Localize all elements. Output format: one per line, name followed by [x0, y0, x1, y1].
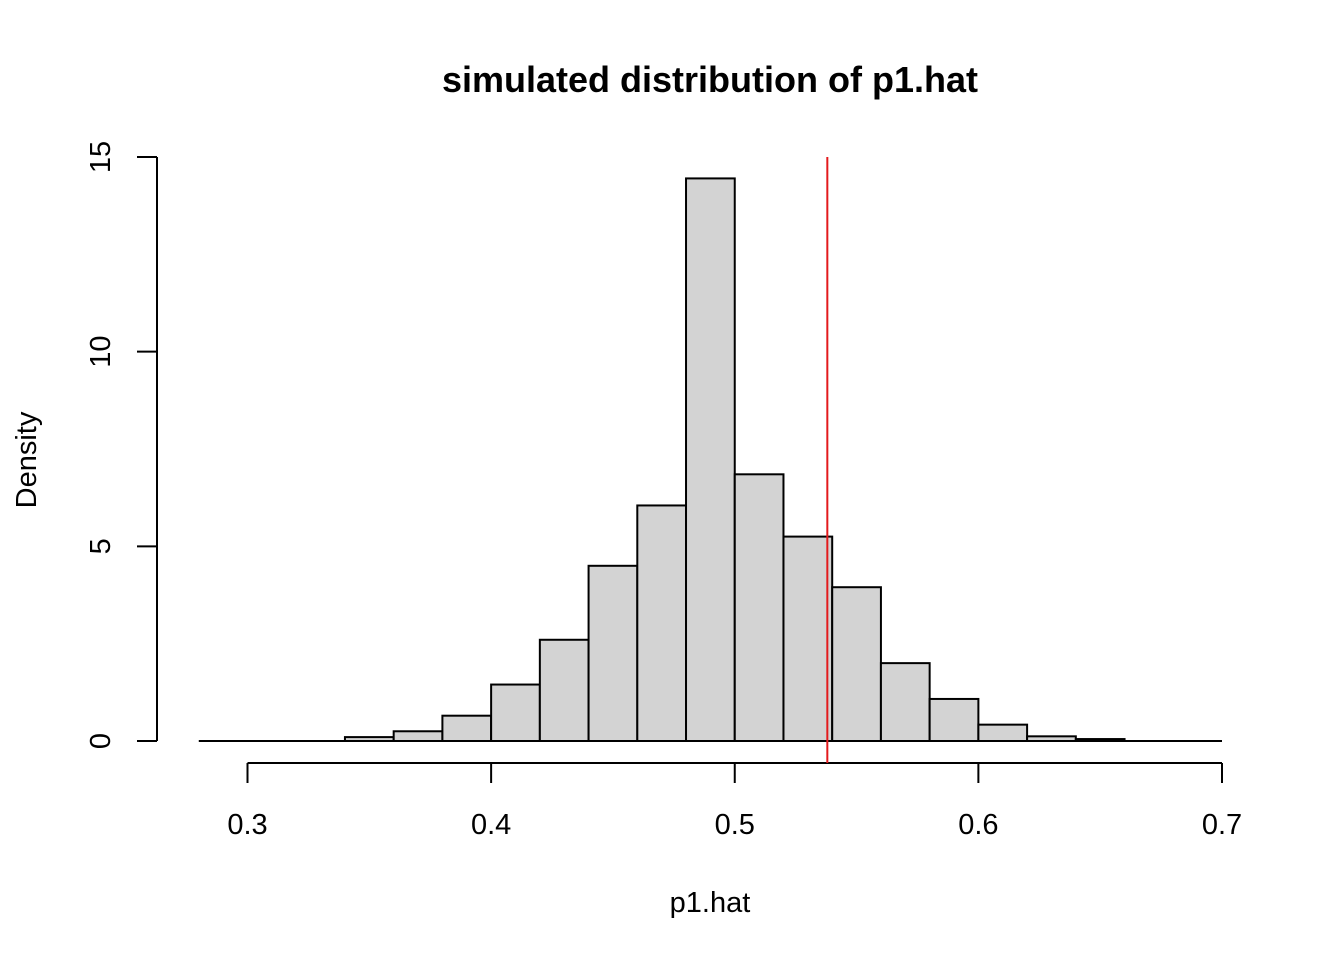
- x-tick-label: 0.3: [227, 809, 267, 841]
- histogram-bar: [733, 473, 785, 742]
- histogram-bar: [685, 177, 736, 742]
- axes-group: 0.3 0.4 0.5 0.6 0.7 0 5 10 15: [85, 141, 1242, 841]
- x-tick-label: 0.4: [471, 809, 511, 841]
- histogram-bar: [392, 730, 444, 742]
- x-tick-label: 0.6: [958, 809, 998, 841]
- y-tick-label: 0: [85, 733, 117, 749]
- histogram-bar: [636, 504, 688, 742]
- histogram-bar: [831, 586, 882, 742]
- y-axis-label: Density: [11, 411, 43, 508]
- histogram-bar: [441, 714, 493, 743]
- histogram-bar: [879, 662, 931, 743]
- histogram-bar: [928, 697, 980, 743]
- x-axis-label: p1.hat: [670, 887, 751, 919]
- y-tick-label: 15: [85, 141, 117, 173]
- x-tick-label: 0.7: [1202, 809, 1242, 841]
- histogram-bar: [490, 683, 541, 743]
- histogram-bar: [782, 535, 834, 742]
- histogram-bar: [538, 638, 590, 742]
- x-tick-label: 0.5: [715, 809, 755, 841]
- histogram-bar: [977, 723, 1029, 743]
- chart-title: simulated distribution of p1.hat: [442, 59, 978, 100]
- y-tick-label: 5: [85, 538, 117, 554]
- y-tick-label: 10: [85, 336, 117, 368]
- histogram-bar: [587, 564, 639, 742]
- bars-group: [198, 177, 1222, 743]
